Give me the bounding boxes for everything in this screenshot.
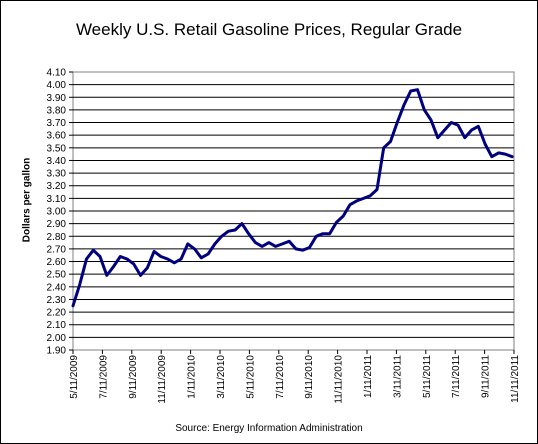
x-tick-label: 3/11/2011	[392, 355, 403, 398]
y-tick-label: 2.10	[47, 320, 67, 331]
y-tick-label: 2.60	[47, 257, 67, 268]
y-tick-label: 3.30	[47, 169, 67, 180]
y-tick-label: 3.40	[47, 156, 67, 167]
y-tick-label: 3.10	[47, 194, 67, 205]
y-tick-label: 2.50	[47, 270, 67, 281]
x-tick-labels: 5/11/2009 7/11/2009 9/11/2009 11/11/2009 1/1…	[69, 350, 521, 404]
price-series-line	[71, 88, 514, 308]
y-tick-label: 3.50	[47, 143, 67, 154]
y-tick-label: 2.70	[47, 244, 67, 255]
x-tick-label: 9/11/2009	[128, 355, 139, 399]
y-tick-label: 2.30	[47, 295, 67, 306]
x-tick-label: 1/11/2010	[187, 355, 198, 399]
x-tick-label: 9/11/2010	[304, 355, 315, 399]
y-tick-label: 2.00	[47, 333, 67, 344]
x-tick-label: 9/11/2011	[481, 355, 492, 398]
x-tick-label: 5/11/2009	[69, 355, 80, 399]
y-tick-label: 3.70	[47, 118, 67, 129]
y-tick-label: 3.80	[47, 105, 67, 116]
gridlines	[73, 84, 514, 338]
x-tick-label: 7/11/2010	[275, 355, 286, 399]
x-tick-label: 5/11/2011	[422, 355, 433, 398]
x-tick-label: 11/11/2011	[510, 355, 521, 403]
y-tick-label: 4.00	[47, 80, 67, 91]
source-note: Source: Energy Information Administratio…	[175, 423, 363, 434]
x-tick-label: 3/11/2010	[216, 355, 227, 399]
x-tick-label: 1/11/2011	[363, 355, 374, 398]
y-tick-label: 3.60	[47, 131, 67, 142]
y-tick-label: 1.90	[47, 346, 67, 357]
y-tick-labels: 1.90 2.00 2.102.20 2.30 2.402.50 2.60 2.702.80…	[47, 68, 73, 357]
y-tick-label: 2.20	[47, 308, 67, 319]
x-tick-label: 5/11/2010	[245, 355, 256, 399]
y-tick-label: 2.80	[47, 232, 67, 243]
x-tick-label: 11/11/2009	[157, 355, 168, 404]
y-tick-label: 3.00	[47, 207, 67, 218]
y-tick-label: 3.90	[47, 93, 67, 104]
y-tick-label: 2.90	[47, 219, 67, 230]
x-tick-label: 11/11/2010	[334, 355, 345, 404]
x-tick-label: 7/11/2011	[451, 355, 462, 398]
y-tick-label: 3.20	[47, 181, 67, 192]
x-tick-label: 7/11/2009	[98, 355, 109, 399]
y-tick-label: 4.10	[47, 68, 67, 79]
chart-title: Weekly U.S. Retail Gasoline Prices, Regu…	[75, 20, 463, 39]
y-tick-label: 2.40	[47, 282, 67, 293]
